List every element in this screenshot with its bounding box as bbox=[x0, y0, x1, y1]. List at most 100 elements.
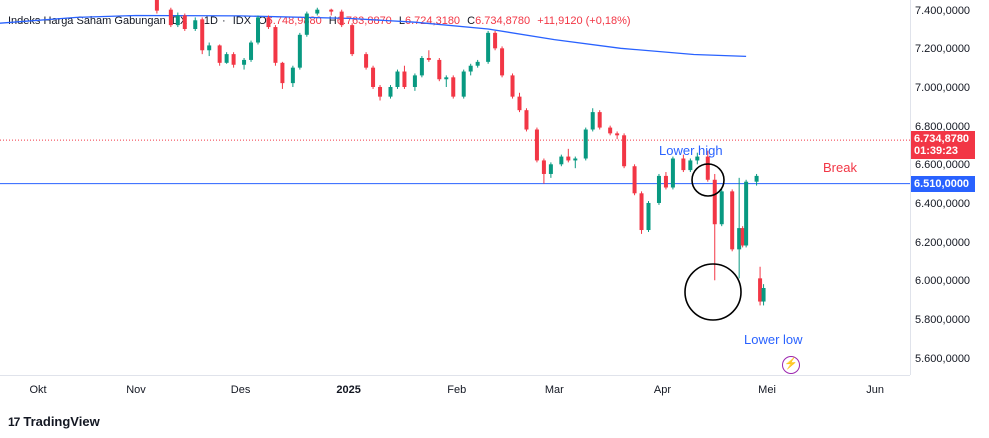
candle-body bbox=[224, 54, 229, 63]
candle-body bbox=[500, 48, 505, 76]
candle-body bbox=[622, 135, 627, 167]
candle-body bbox=[737, 228, 742, 250]
x-tick-label: 2025 bbox=[336, 384, 361, 396]
y-tick-label: 7.400,0000 bbox=[915, 4, 971, 17]
break-label: Break bbox=[823, 160, 857, 175]
candle-body bbox=[761, 288, 766, 302]
tradingview-logo[interactable]: 17 TradingView bbox=[8, 414, 100, 429]
lower-high-circle bbox=[691, 163, 725, 197]
candle-body bbox=[730, 191, 735, 250]
candle-body bbox=[719, 191, 724, 225]
candle-body bbox=[524, 110, 529, 130]
x-tick-label: Nov bbox=[126, 384, 146, 396]
candle-body bbox=[371, 67, 376, 87]
lower-low-label: Lower low bbox=[744, 332, 803, 347]
y-tick-label: 5.800,0000 bbox=[915, 313, 971, 326]
candle-body bbox=[175, 15, 180, 26]
candle-body bbox=[273, 27, 278, 63]
candle-body bbox=[395, 71, 400, 87]
price-chart[interactable] bbox=[0, 0, 910, 375]
symbol-name[interactable]: Indeks Harga Saham Gabungan IDX bbox=[8, 15, 188, 27]
tv-mark-icon: 17 bbox=[8, 414, 20, 429]
candle-body bbox=[663, 175, 668, 188]
candle-body bbox=[280, 62, 285, 84]
candle-body bbox=[740, 228, 745, 246]
countdown-timer: 01:39:23 bbox=[914, 145, 959, 158]
candle-body bbox=[200, 19, 205, 51]
candle-body bbox=[339, 11, 344, 26]
candle-body bbox=[468, 65, 473, 72]
candle-body bbox=[681, 158, 686, 171]
candle-body bbox=[534, 129, 539, 161]
candle-body bbox=[754, 175, 759, 182]
close-value: 6.734,8780 bbox=[475, 15, 531, 27]
x-tick-label: Apr bbox=[653, 384, 671, 396]
last-price-value: 6.734,8780 bbox=[914, 133, 970, 146]
interval-label[interactable]: 1D bbox=[203, 15, 218, 27]
y-tick-label: 7.000,0000 bbox=[915, 81, 971, 94]
candle-body bbox=[266, 17, 271, 28]
candle-body bbox=[304, 13, 309, 35]
candle-body bbox=[402, 71, 407, 87]
y-tick-label: 6.800,0000 bbox=[915, 120, 971, 133]
candle-body bbox=[712, 179, 717, 225]
x-tick-label: Mar bbox=[544, 384, 564, 396]
candle-body bbox=[583, 129, 588, 159]
x-tick-label: Jun bbox=[866, 384, 884, 396]
candle-body bbox=[656, 175, 661, 203]
candle-body bbox=[451, 77, 456, 97]
high-label: H bbox=[328, 15, 337, 27]
candle-body bbox=[154, 0, 159, 11]
candle-body bbox=[461, 71, 466, 97]
candle-body bbox=[559, 156, 564, 165]
candle-body bbox=[364, 54, 369, 68]
moving-average-line bbox=[0, 14, 747, 58]
candle-body bbox=[493, 32, 498, 49]
candle-body bbox=[639, 193, 644, 231]
change-value: +11,9120 (+0,18%) bbox=[537, 15, 631, 27]
lower-low-circle bbox=[684, 263, 742, 321]
candle-body bbox=[207, 45, 212, 51]
candle-body bbox=[632, 166, 637, 194]
candle-body bbox=[378, 86, 383, 97]
candle-body bbox=[573, 158, 578, 161]
candle-body bbox=[388, 86, 393, 97]
candle-body bbox=[566, 156, 571, 161]
y-tick-label: 6.600,0000 bbox=[915, 159, 971, 172]
candle-body bbox=[419, 57, 424, 76]
lightning-icon[interactable]: ⚡ bbox=[782, 356, 800, 374]
open-label: O bbox=[258, 15, 267, 27]
candle-body bbox=[249, 42, 254, 60]
candle-body bbox=[615, 133, 620, 136]
candle-body bbox=[590, 112, 595, 130]
low-value: 6.724,3180 bbox=[405, 15, 461, 27]
candle-body bbox=[597, 112, 602, 128]
candle-body bbox=[231, 54, 236, 65]
candle-body bbox=[670, 158, 675, 188]
candle-body bbox=[290, 67, 295, 84]
candle-body bbox=[297, 34, 302, 68]
y-tick-label: 6.400,0000 bbox=[915, 197, 971, 210]
candle-body bbox=[548, 164, 553, 174]
candle-body bbox=[541, 160, 546, 174]
x-tick-label: Mei bbox=[758, 384, 776, 396]
candle-body bbox=[608, 127, 613, 134]
y-tick-label: 6.000,0000 bbox=[915, 275, 971, 288]
candle-body bbox=[350, 25, 355, 55]
candle-body bbox=[329, 9, 334, 12]
candle-body bbox=[242, 59, 247, 65]
candle-body bbox=[695, 156, 700, 161]
time-axis[interactable]: Okt Nov Des 2025 Feb Mar Apr Mei Jun bbox=[0, 375, 910, 406]
last-price-tag: 6.734,8780 01:39:23 bbox=[911, 131, 975, 160]
x-tick-label: Okt bbox=[29, 384, 47, 396]
y-tick-label: 5.600,0000 bbox=[915, 352, 971, 365]
brand-name: TradingView bbox=[23, 414, 100, 429]
close-label: C bbox=[467, 15, 476, 27]
candle-body bbox=[193, 20, 198, 29]
candle-body bbox=[486, 32, 491, 62]
candle-body bbox=[510, 75, 515, 97]
candle-body bbox=[168, 9, 173, 26]
candle-body bbox=[256, 17, 261, 43]
candle-body bbox=[426, 57, 431, 60]
candle-body bbox=[758, 278, 763, 302]
